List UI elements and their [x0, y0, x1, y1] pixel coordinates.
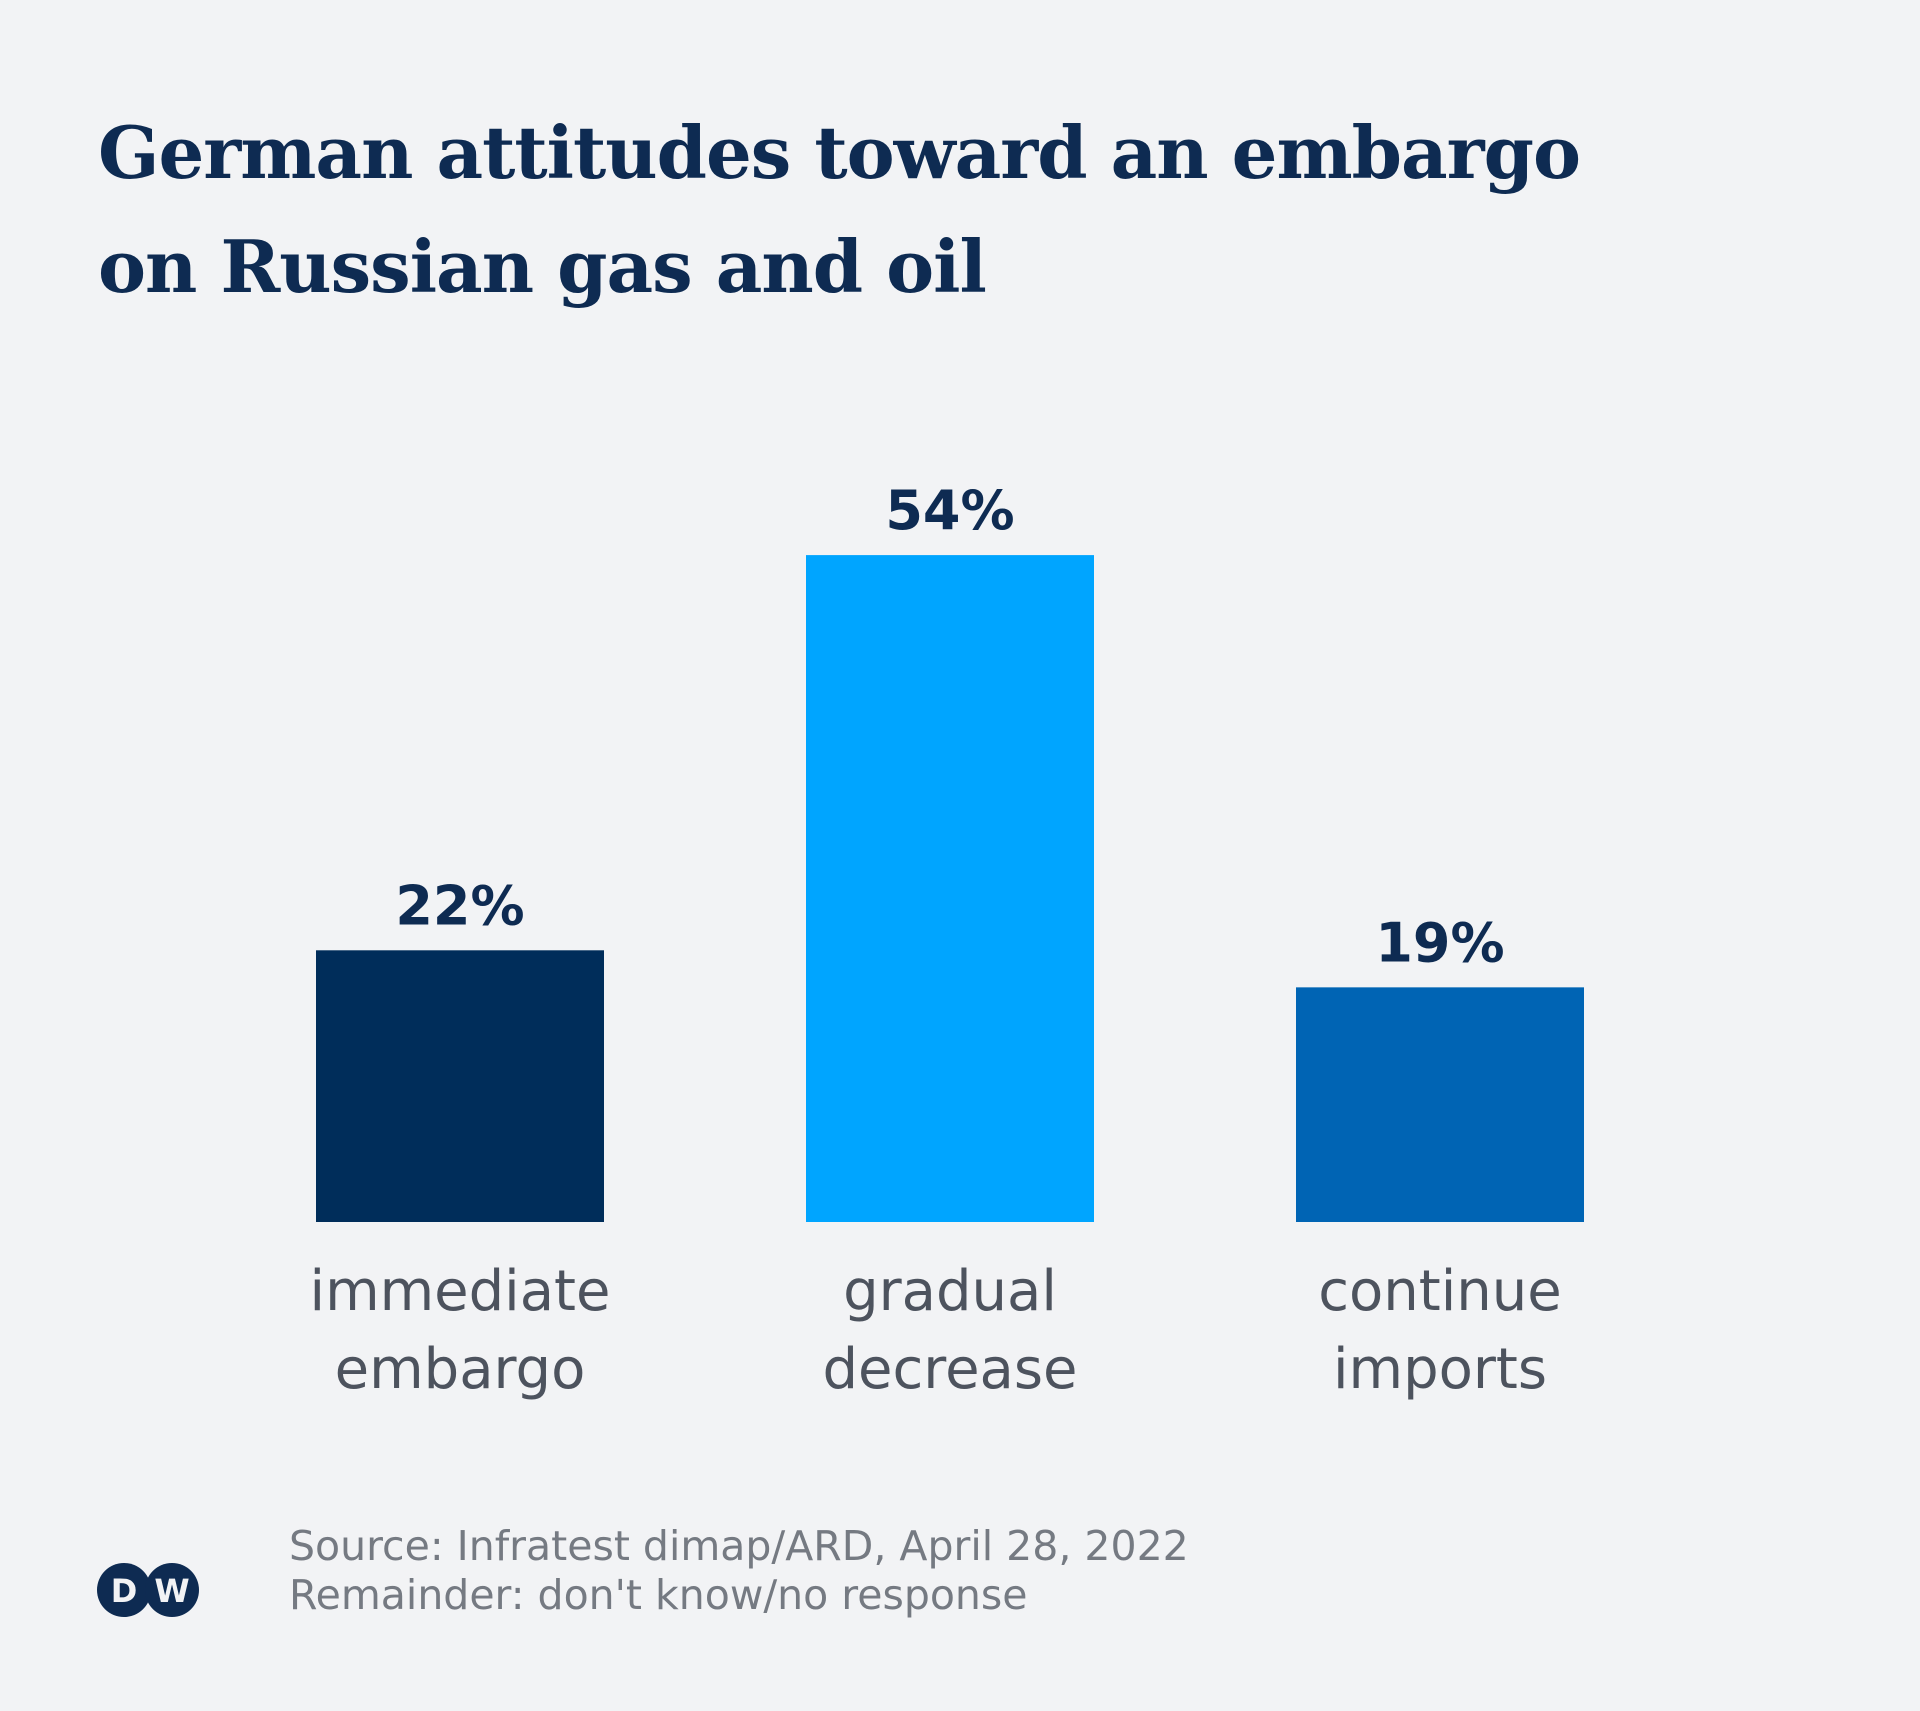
dw-logo-icon: D W: [97, 1563, 199, 1617]
category-label-2-line-1: imports: [1333, 1337, 1547, 1402]
category-label-0-line-1: embargo: [335, 1337, 586, 1402]
value-label-1: 54%: [885, 479, 1014, 542]
value-label-0: 22%: [395, 874, 524, 937]
category-label-1-line-1: decrease: [823, 1337, 1078, 1402]
svg-text:W: W: [154, 1572, 189, 1610]
category-label-1-line-0: gradual: [843, 1259, 1057, 1324]
category-label-0-line-0: immediate: [310, 1259, 611, 1324]
category-label-2-line-0: continue: [1318, 1259, 1562, 1324]
bar-0: [316, 950, 604, 1222]
source-note: Source: Infratest dimap/ARD, April 28, 2…: [289, 1522, 1189, 1570]
value-label-2: 19%: [1375, 911, 1504, 974]
chart-title-line-1: German attitudes toward an embargo: [98, 110, 1581, 195]
chart-title-line-2: on Russian gas and oil: [98, 224, 987, 309]
bar-chart: 22% immediate embargo 54% gradual decrease 19%…: [310, 479, 1584, 1402]
bar-2: [1296, 987, 1584, 1222]
remainder-note: Remainder: don't know/no response: [289, 1571, 1028, 1619]
chart-title: German attitudes toward an embargo on Ru…: [98, 96, 1858, 324]
bar-1: [806, 555, 1094, 1222]
chart-footer: Source: Infratest dimap/ARD, April 28, 2…: [289, 1522, 1189, 1620]
svg-text:D: D: [111, 1572, 138, 1610]
dw-logo-circle-w: W: [145, 1563, 199, 1617]
dw-logo-circle-d: D: [97, 1563, 151, 1617]
